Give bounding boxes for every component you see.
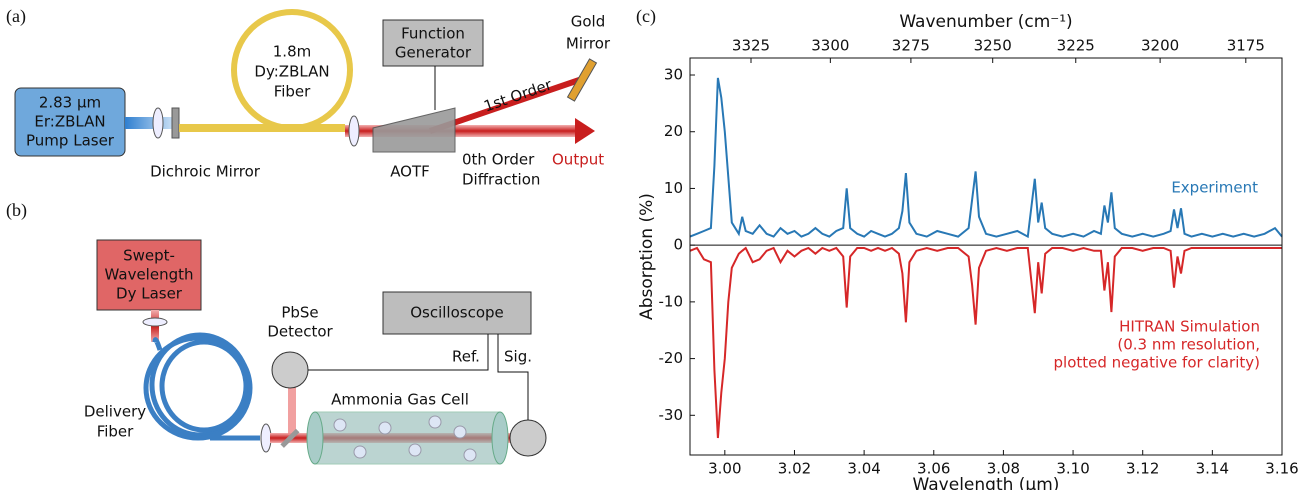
y-label: Absorption (%) <box>637 193 657 320</box>
y-tick-label: 10 <box>664 179 683 197</box>
x-tick-label: 3.08 <box>987 460 1020 478</box>
x-tick-label: 3.02 <box>778 460 811 478</box>
function-generator <box>382 19 484 67</box>
x-tick-label: 3.06 <box>917 460 950 478</box>
y-tick-label: 0 <box>673 236 683 254</box>
wire <box>308 334 529 420</box>
label: Fiber <box>97 423 134 441</box>
lens <box>152 107 164 139</box>
x2-tick-label: 3325 <box>732 37 770 55</box>
panel-b: (b) Swept- Wavelength Dy Laser Ammonia G… <box>6 200 547 465</box>
y-tick-label: 20 <box>664 122 683 140</box>
label: 0th Order <box>462 151 535 169</box>
panel-label: (b) <box>6 200 27 221</box>
x2-tick-label: 3300 <box>811 37 849 55</box>
panel-label: (c) <box>636 6 656 27</box>
panel-a: (a) 2.83 μm Er:ZBLAN Pump Laser 1.8m Dy:… <box>6 6 611 188</box>
label: Er:ZBLAN <box>34 113 105 131</box>
beam <box>125 117 175 129</box>
x-tick-label: 3.16 <box>1265 460 1298 478</box>
label: Mirror <box>566 35 611 53</box>
x2-tick-label: 3200 <box>1141 37 1179 55</box>
label: Ammonia Gas Cell <box>331 391 469 409</box>
y-tick-label: -10 <box>659 292 684 310</box>
mirror <box>171 107 180 139</box>
label: Pump Laser <box>26 132 115 150</box>
x-tick-label: 3.04 <box>847 460 880 478</box>
gas-cell-end <box>306 411 324 465</box>
label: Gold <box>571 13 606 31</box>
x-tick-label: 3.10 <box>1056 460 1089 478</box>
x2-tick-label: 3275 <box>892 37 930 55</box>
y-tick-label: -30 <box>659 406 684 424</box>
x2-tick-label: 3175 <box>1227 37 1265 55</box>
label: Sig. <box>504 348 532 366</box>
annotation: plotted negative for clarity) <box>1054 354 1260 372</box>
x-label: Wavelength (μm) <box>913 475 1060 490</box>
y-tick-label: -20 <box>659 349 684 367</box>
label: Oscilloscope <box>410 304 504 322</box>
molecules <box>333 415 477 462</box>
label: Diffraction <box>462 171 540 189</box>
x-tick-label: 3.14 <box>1196 460 1229 478</box>
label: 1.8m <box>273 43 311 61</box>
oscilloscope <box>382 291 532 335</box>
label: Dichroic Mirror <box>150 163 261 181</box>
plot-frame <box>689 57 1283 456</box>
series-label: HITRAN Simulation <box>1119 318 1260 336</box>
label: Fiber <box>274 83 311 101</box>
detector <box>271 351 309 389</box>
beam-splitter <box>280 428 300 448</box>
annotation: (0.3 nm resolution, <box>1117 336 1260 354</box>
lens <box>142 317 168 327</box>
label: AOTF <box>390 163 430 181</box>
label: Swept- <box>123 247 175 265</box>
label: Delivery <box>84 403 146 421</box>
label: Wavelength <box>105 266 194 284</box>
x-tick-label: 3.00 <box>708 460 741 478</box>
series-line <box>689 77 1283 239</box>
lens <box>260 423 272 453</box>
panel-label: (a) <box>6 6 26 27</box>
chart: (c) -30 -20 -10 0 10 20 30 3.00 3.02 3.04 3.06 3.08… <box>636 6 1299 490</box>
detector <box>509 419 547 457</box>
x-tick-label: 3.12 <box>1126 460 1159 478</box>
label: PbSe <box>281 304 318 322</box>
label: Detector <box>267 323 333 341</box>
label: Generator <box>395 44 472 62</box>
beam <box>288 385 296 435</box>
lens <box>348 115 360 147</box>
label: Ref. <box>452 348 480 366</box>
label: 1st Order <box>482 75 555 115</box>
label: 2.83 μm <box>39 94 101 112</box>
label: Dy Laser <box>116 285 183 303</box>
label: Dy:ZBLAN <box>254 63 329 81</box>
aotf <box>372 107 456 153</box>
y-tick-label: 30 <box>664 66 683 84</box>
x2-tick-label: 3250 <box>974 37 1012 55</box>
arrow <box>575 118 595 144</box>
label: Function <box>401 25 465 43</box>
series-label: Experiment <box>1171 179 1258 197</box>
x2-tick-label: 3225 <box>1057 37 1095 55</box>
label: Output <box>552 151 604 169</box>
gold-mirror <box>566 58 598 102</box>
beam <box>429 75 586 134</box>
x2-label: Wavenumber (cm⁻¹) <box>899 12 1072 32</box>
fiber-coil <box>143 332 260 441</box>
laser <box>96 239 202 311</box>
gas-cell-end <box>491 411 509 465</box>
series-line <box>689 246 1282 439</box>
